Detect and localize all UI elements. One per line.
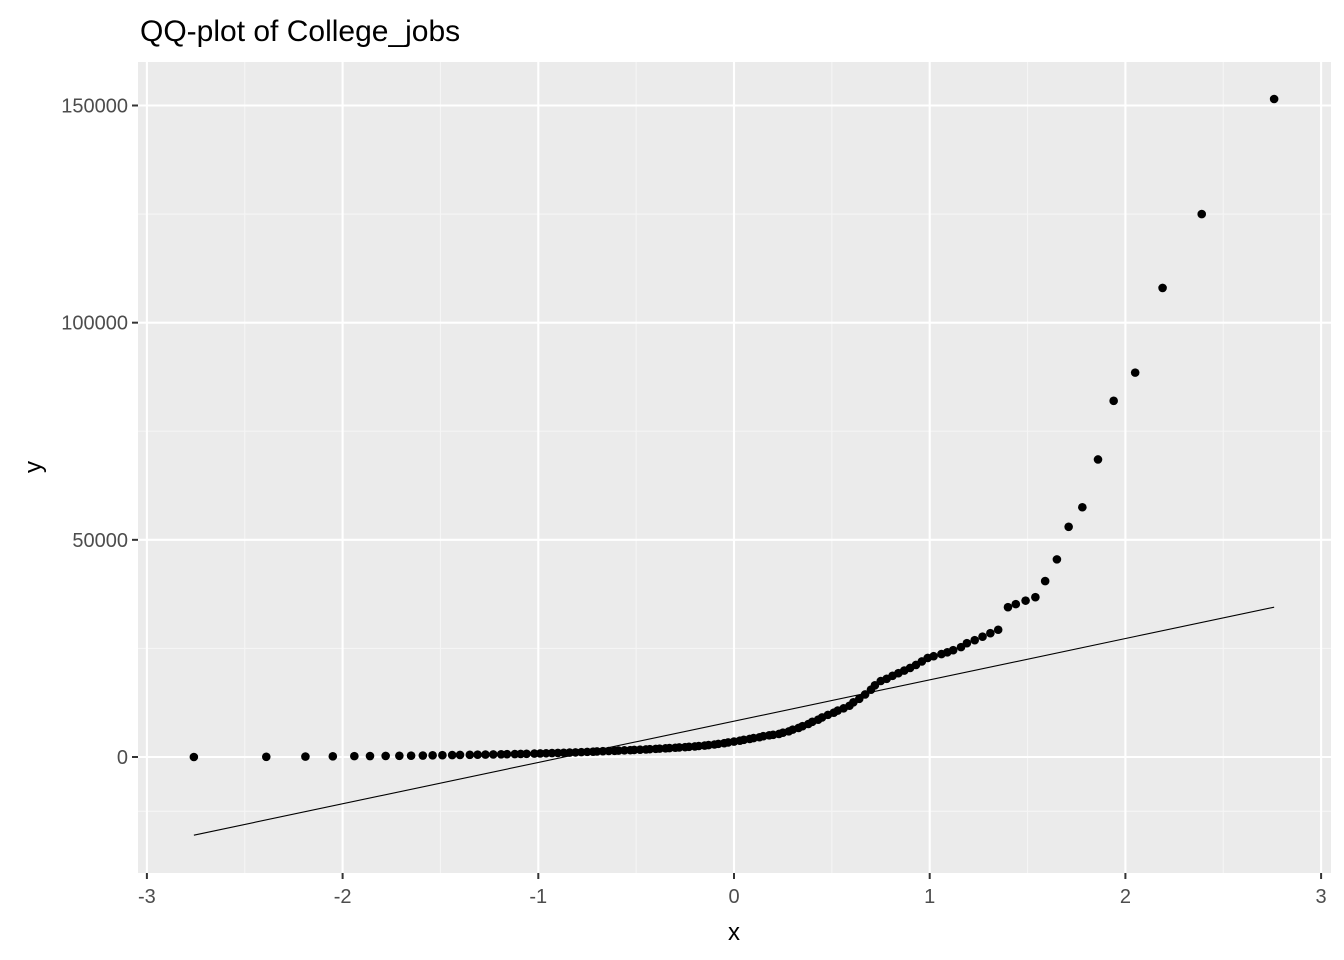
data-point [428, 751, 437, 760]
chart-title: QQ-plot of College_jobs [140, 15, 460, 48]
data-point [502, 749, 512, 759]
data-point [1130, 368, 1140, 377]
data-point [447, 750, 457, 760]
data-point [328, 752, 338, 761]
x-axis-title: x [728, 919, 740, 946]
data-point [438, 750, 447, 760]
reference-line-layer [193, 606, 1275, 836]
x-tick-label: -1 [529, 886, 547, 908]
x-tick-label: -3 [138, 886, 156, 908]
data-point [465, 750, 475, 760]
data-point [1078, 502, 1087, 512]
data-point [854, 694, 864, 704]
data-point [1064, 522, 1073, 532]
data-point [395, 751, 404, 761]
data-point [970, 635, 980, 645]
x-tick-label: 0 [728, 886, 739, 908]
data-point [455, 750, 465, 760]
data-point [261, 752, 271, 762]
data-point [1052, 555, 1062, 564]
data-point [1093, 455, 1103, 464]
data-point [481, 750, 490, 759]
data-point [1011, 599, 1021, 609]
data-point [488, 750, 498, 759]
y-tick-label: 50000 [72, 530, 128, 552]
data-point [1158, 283, 1167, 293]
x-axis-ticks: -3 -2 -1 0 1 2 3 [138, 873, 1327, 908]
data-point [948, 645, 958, 655]
y-axis-ticks: 0 50000 100000 150000 [61, 96, 138, 769]
y-axis-title: y [20, 461, 47, 473]
x-tick-label: 2 [1120, 886, 1131, 908]
data-point [1040, 576, 1050, 586]
data-point [1109, 396, 1118, 406]
data-point [350, 751, 359, 761]
data-point [365, 751, 375, 761]
data-point [929, 651, 938, 661]
data-point [522, 749, 531, 759]
data-point [189, 752, 199, 762]
data-point [1003, 602, 1013, 612]
points-layer [189, 94, 1279, 762]
x-tick-label: 1 [924, 886, 935, 908]
data-point [986, 628, 995, 638]
y-tick-label: 0 [117, 747, 128, 769]
data-point [473, 750, 482, 759]
x-tick-label: -2 [334, 886, 352, 908]
data-point [1269, 94, 1279, 104]
data-point [1031, 592, 1040, 602]
qq-reference-line [193, 606, 1275, 836]
data-point [301, 752, 310, 761]
y-tick-label: 100000 [61, 313, 128, 335]
x-tick-label: 3 [1316, 886, 1327, 908]
data-point [962, 638, 972, 648]
data-point [870, 681, 880, 690]
data-point [1021, 596, 1030, 605]
data-point [993, 625, 1003, 635]
data-point [381, 751, 390, 761]
data-point [1197, 209, 1207, 219]
data-point [860, 690, 870, 699]
data-point [418, 751, 428, 760]
data-point [406, 751, 416, 760]
data-point [978, 632, 987, 641]
y-tick-label: 150000 [61, 96, 128, 118]
